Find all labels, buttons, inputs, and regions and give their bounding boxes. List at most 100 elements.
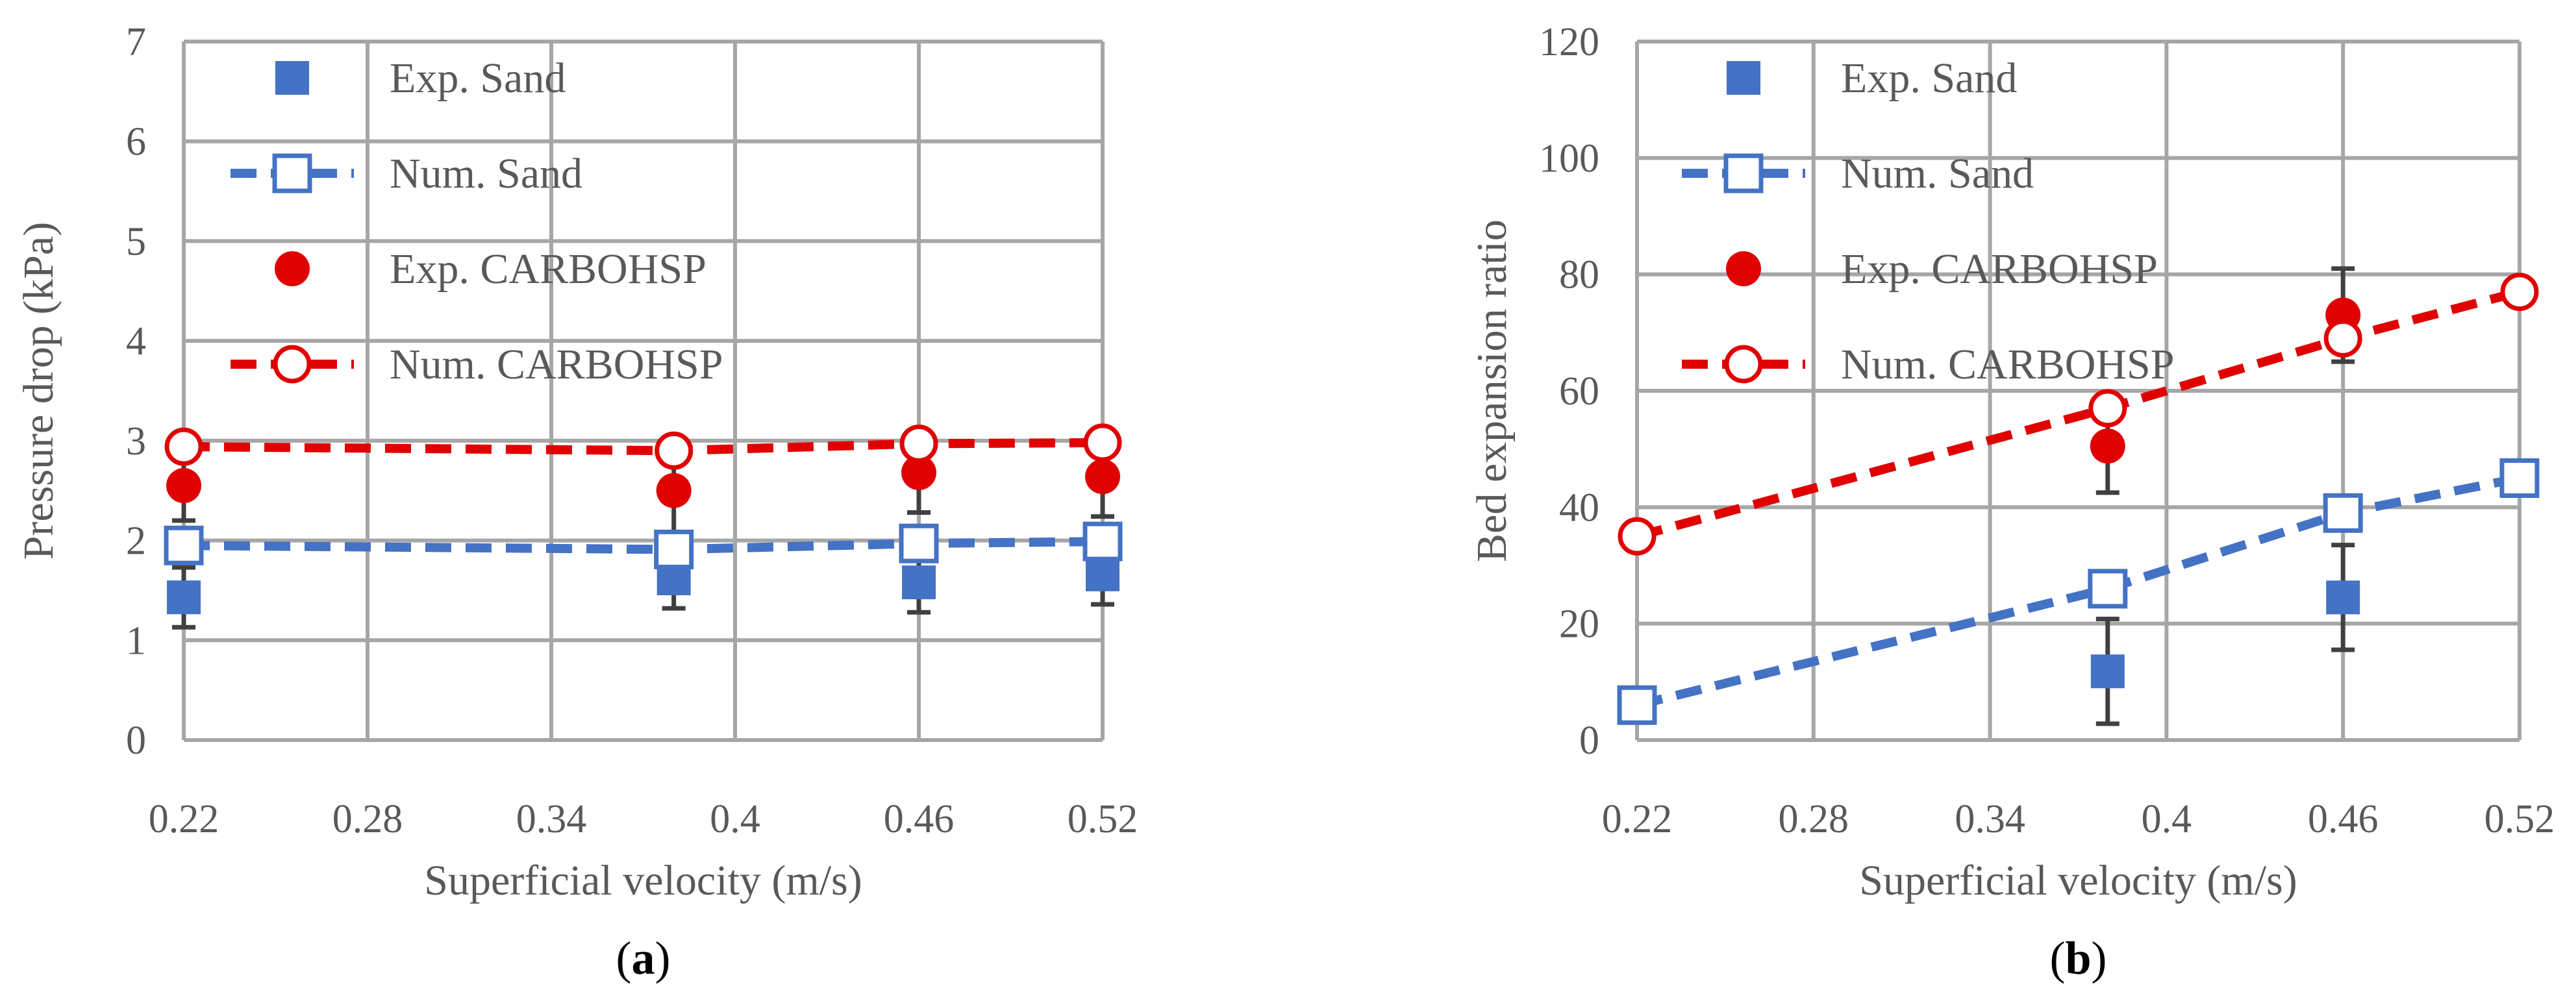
data-point-shape [2088,569,2128,609]
data-point [167,580,201,615]
legend-marker [1726,251,1761,286]
x-axis-title: Superficial velocity (m/s) [424,857,862,904]
series-line-num--carbohsp [183,438,1103,456]
series-group-b [1617,266,2540,726]
data-point [1085,459,1120,495]
legend-label: Exp. CARBOHSP [390,245,707,293]
data-point [2499,458,2540,498]
data-point [164,427,203,466]
y-tick-label: 0 [1579,719,1599,763]
x-tick-label: 0.22 [149,797,219,841]
data-point [2088,389,2127,428]
legend-item: Exp. CARBOHSP [275,245,707,293]
y-axis-title: Bed expansion ratio [1468,219,1516,562]
data-point-shape [2088,389,2127,428]
data-point-shape [2499,458,2540,498]
y-tick-label: 100 [1539,136,1599,180]
data-point [1086,557,1119,591]
x-tick-label: 0.34 [1955,797,2025,841]
data-point-shape [1083,423,1122,462]
gridlines-b [1635,40,2521,742]
x-tick-label: 0.34 [516,797,587,841]
panel-label: (b) [2049,932,2107,984]
legend-marker-shape [273,345,312,384]
legend-marker [273,345,312,384]
x-tick-label: 0.46 [884,797,955,841]
legend-marker [272,153,312,193]
y-axis-title: Pressure drop (kPa) [15,222,62,560]
data-point [899,523,939,563]
legend-label: Num. CARBOHSP [390,341,723,388]
legend-label: Exp. CARBOHSP [1841,245,2158,293]
x-tick-label: 0.28 [1779,797,1849,841]
data-point [654,529,694,569]
legend-marker-shape [1723,153,1764,193]
legend-item: Num. Sand [1682,150,2034,197]
legend-marker-shape [1726,251,1761,286]
series-line-num--sand [1636,473,2521,710]
data-point [655,431,694,470]
data-point [1618,517,1657,556]
y-tick-label: 7 [126,20,146,64]
y-tick-label: 1 [126,619,146,663]
legend-label: Num. CARBOHSP [1841,341,2174,388]
y-tick-label: 60 [1559,369,1599,414]
y-tick-label: 120 [1539,20,1599,64]
data-point-shape [1618,517,1657,556]
chart-panel-a: 0 1 2 3 4 5 6 7 0.22 0.28 0.34 0.4 0.46 0.52 Pressure … [15,20,1138,984]
x-axis-title: Superficial velocity (m/s) [1859,857,2297,904]
y-tick-label: 0 [126,719,146,763]
gridlines-a [182,40,1105,742]
data-point-shape [654,529,694,569]
series-group-a [164,423,1123,630]
data-point-shape [655,431,694,470]
legend-marker [1724,345,1763,384]
y-tick-label: 2 [126,519,146,563]
y-tick-label: 4 [126,319,146,364]
y-tick-label: 5 [126,219,146,264]
data-point [2326,580,2360,615]
data-point-shape [2323,319,2362,358]
legend-b: Exp. Sand Num. Sand Exp. CARBOHSP Num. CARB… [1682,55,2174,388]
chart-panel-b: 0 20 40 60 80 100 120 0.22 0.28 0.34 0.4 0.46 0.52 Be… [1468,20,2555,984]
y-tick-label: 20 [1559,602,1599,647]
data-point [2323,319,2362,358]
panel-label-open: ( [2049,932,2065,984]
data-point [902,565,936,600]
data-point-shape [2090,654,2125,689]
data-point-shape [1617,685,1657,725]
data-point [164,525,204,565]
panel-label-letter: b [2065,932,2091,984]
x-tick-label: 0.4 [710,797,760,841]
legend-marker [1727,61,1760,95]
legend-item: Exp. Sand [275,55,566,102]
data-point [2090,428,2125,464]
data-point-shape [902,565,936,600]
panel-label-close: ) [655,932,671,984]
series-line-num--carbohsp [1636,287,2521,541]
legend-item: Exp. CARBOHSP [1726,245,2158,293]
data-point [901,455,936,491]
y-tick-label: 80 [1559,253,1599,297]
x-tick-label: 0.28 [332,797,403,841]
data-point-shape [901,455,936,491]
legend-a: Exp. Sand Num. Sand Exp. CARBOHSP Num. CARB… [231,55,723,388]
data-point-shape [1085,459,1120,495]
y-tick-label: 40 [1559,486,1599,530]
data-point-shape [164,427,203,466]
legend-marker [275,61,309,95]
panel-label-open: ( [616,932,632,984]
legend-item: Num. CARBOHSP [231,341,723,388]
legend-item: Num. CARBOHSP [1682,341,2174,388]
x-tick-label: 0.52 [2484,797,2555,841]
legend-label: Num. Sand [390,150,582,197]
data-point-shape [167,580,201,615]
legend-marker-shape [1724,345,1763,384]
data-point-shape [899,424,938,463]
legend-marker [1723,153,1764,193]
y-tick-label: 6 [126,120,146,164]
legend-label: Num. Sand [1841,150,2034,197]
x-tick-label: 0.4 [2142,797,2192,841]
legend-marker-shape [275,251,310,286]
panel-label: (a) [616,932,671,984]
